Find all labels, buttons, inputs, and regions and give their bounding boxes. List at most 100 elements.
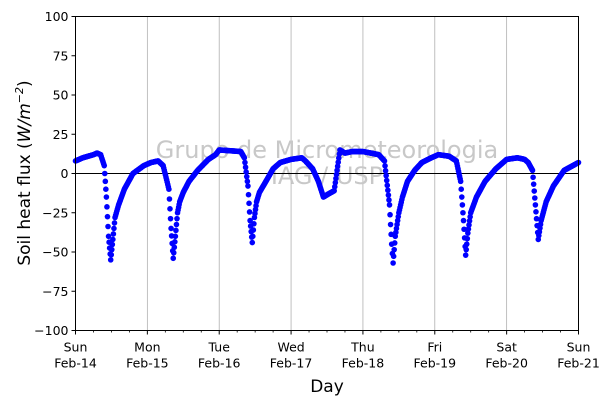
- data-point-302: [245, 191, 252, 198]
- data-point-545: [383, 177, 390, 184]
- data-point-54: [103, 194, 110, 200]
- x-tick-date-1: Feb-15: [126, 356, 169, 371]
- data-point-305: [247, 217, 253, 224]
- data-point-541: [381, 158, 388, 164]
- y-tick-label-0: 100: [45, 9, 69, 24]
- data-point-678: [460, 217, 467, 224]
- data-point-296: [242, 159, 248, 166]
- x-tick-day-3: Wed: [277, 340, 304, 355]
- data-point-688: [466, 222, 472, 228]
- x-tick-date-2: Feb-16: [198, 356, 241, 371]
- data-point-299: [243, 173, 250, 180]
- y-tick-label-4: 0: [61, 166, 69, 181]
- y-tick-label-2: 50: [53, 88, 69, 103]
- data-point-453: [331, 187, 337, 194]
- y-axis-label-unit: W/m: [15, 103, 35, 142]
- data-point-677: [460, 209, 466, 216]
- y-tick-label-3: 25: [53, 127, 69, 142]
- y-tick-label-6: −50: [42, 245, 68, 260]
- data-point-176: [172, 233, 179, 240]
- data-point-51: [101, 170, 108, 177]
- data-point-164: [166, 186, 172, 192]
- data-point-69: [111, 220, 118, 226]
- data-point-310: [250, 233, 256, 240]
- data-point-312: [251, 220, 257, 227]
- data-point-166: [167, 206, 173, 212]
- data-point-460: [335, 159, 342, 165]
- data-point-673: [457, 178, 464, 185]
- x-tick-day-2: Tue: [208, 340, 231, 355]
- data-point-458: [334, 167, 340, 174]
- data-point-456: [333, 175, 339, 182]
- x-axis-ticks: SunFeb-14MonFeb-15TueFeb-16WedFeb-17ThuF…: [54, 330, 600, 371]
- x-tick-day-0: Sun: [64, 340, 88, 355]
- x-tick-day-6: Sat: [496, 340, 517, 355]
- data-point-295: [241, 155, 248, 161]
- y-tick-label-7: −75: [42, 284, 68, 299]
- data-point-549: [386, 197, 392, 203]
- data-point-558: [391, 246, 397, 253]
- data-point-301: [245, 183, 251, 189]
- data-point-67: [110, 231, 117, 237]
- data-point-805: [533, 209, 539, 215]
- y-tick-label-1: 75: [53, 48, 69, 63]
- data-point-168: [168, 225, 174, 232]
- data-point-172: [170, 255, 177, 262]
- data-point-304: [246, 209, 253, 215]
- data-point-165: [166, 196, 173, 202]
- data-point-57: [105, 223, 111, 230]
- y-axis-label-close: ): [15, 80, 35, 87]
- data-point-175: [172, 239, 178, 245]
- x-tick-date-0: Feb-14: [54, 356, 97, 371]
- data-point-174: [171, 244, 178, 251]
- data-point-303: [246, 200, 252, 207]
- y-axis-label-exponent: −2: [13, 87, 26, 103]
- data-point-551: [387, 211, 393, 218]
- data-point-63: [108, 251, 115, 258]
- data-point-542: [382, 163, 388, 169]
- data-point-806: [533, 215, 540, 222]
- data-point-454: [331, 183, 338, 190]
- data-point-64: [108, 246, 115, 253]
- data-point-557: [390, 253, 397, 260]
- data-point-167: [167, 215, 174, 222]
- data-point-52: [102, 178, 109, 185]
- data-point-548: [385, 192, 392, 198]
- x-tick-day-7: Sun: [567, 340, 591, 355]
- data-point-309: [249, 239, 256, 246]
- data-point-298: [243, 169, 249, 175]
- data-point-297: [242, 164, 249, 171]
- x-axis-label: Day: [310, 377, 344, 397]
- x-tick-date-5: Feb-19: [414, 356, 457, 371]
- data-point-62: [107, 257, 114, 263]
- data-point-801: [530, 181, 537, 187]
- data-point-690: [467, 214, 473, 220]
- data-point-686: [465, 230, 471, 236]
- data-point-803: [532, 195, 538, 201]
- data-point-675: [459, 194, 465, 200]
- data-point-173: [170, 249, 177, 256]
- data-point-679: [461, 226, 467, 233]
- data-point-461: [335, 155, 342, 161]
- data-point-68: [111, 225, 117, 232]
- data-point-50: [101, 162, 108, 169]
- data-point-676: [459, 202, 466, 208]
- x-tick-day-4: Thu: [350, 340, 374, 355]
- data-point-556: [390, 260, 396, 266]
- data-point-66: [110, 236, 116, 243]
- y-axis-label-main: Soil heat flux (: [15, 142, 35, 265]
- data-point-550: [386, 202, 393, 208]
- data-point-687: [465, 226, 472, 232]
- x-tick-date-7: Feb-21: [557, 356, 600, 371]
- data-point-674: [458, 186, 465, 192]
- data-point-799: [529, 167, 536, 174]
- data-point-552: [387, 221, 394, 228]
- data-point-802: [531, 188, 538, 194]
- data-point-58: [105, 233, 112, 240]
- x-tick-day-1: Mon: [134, 340, 160, 355]
- data-point-179: [174, 215, 180, 222]
- data-point-800: [530, 174, 536, 181]
- data-point-455: [332, 179, 339, 186]
